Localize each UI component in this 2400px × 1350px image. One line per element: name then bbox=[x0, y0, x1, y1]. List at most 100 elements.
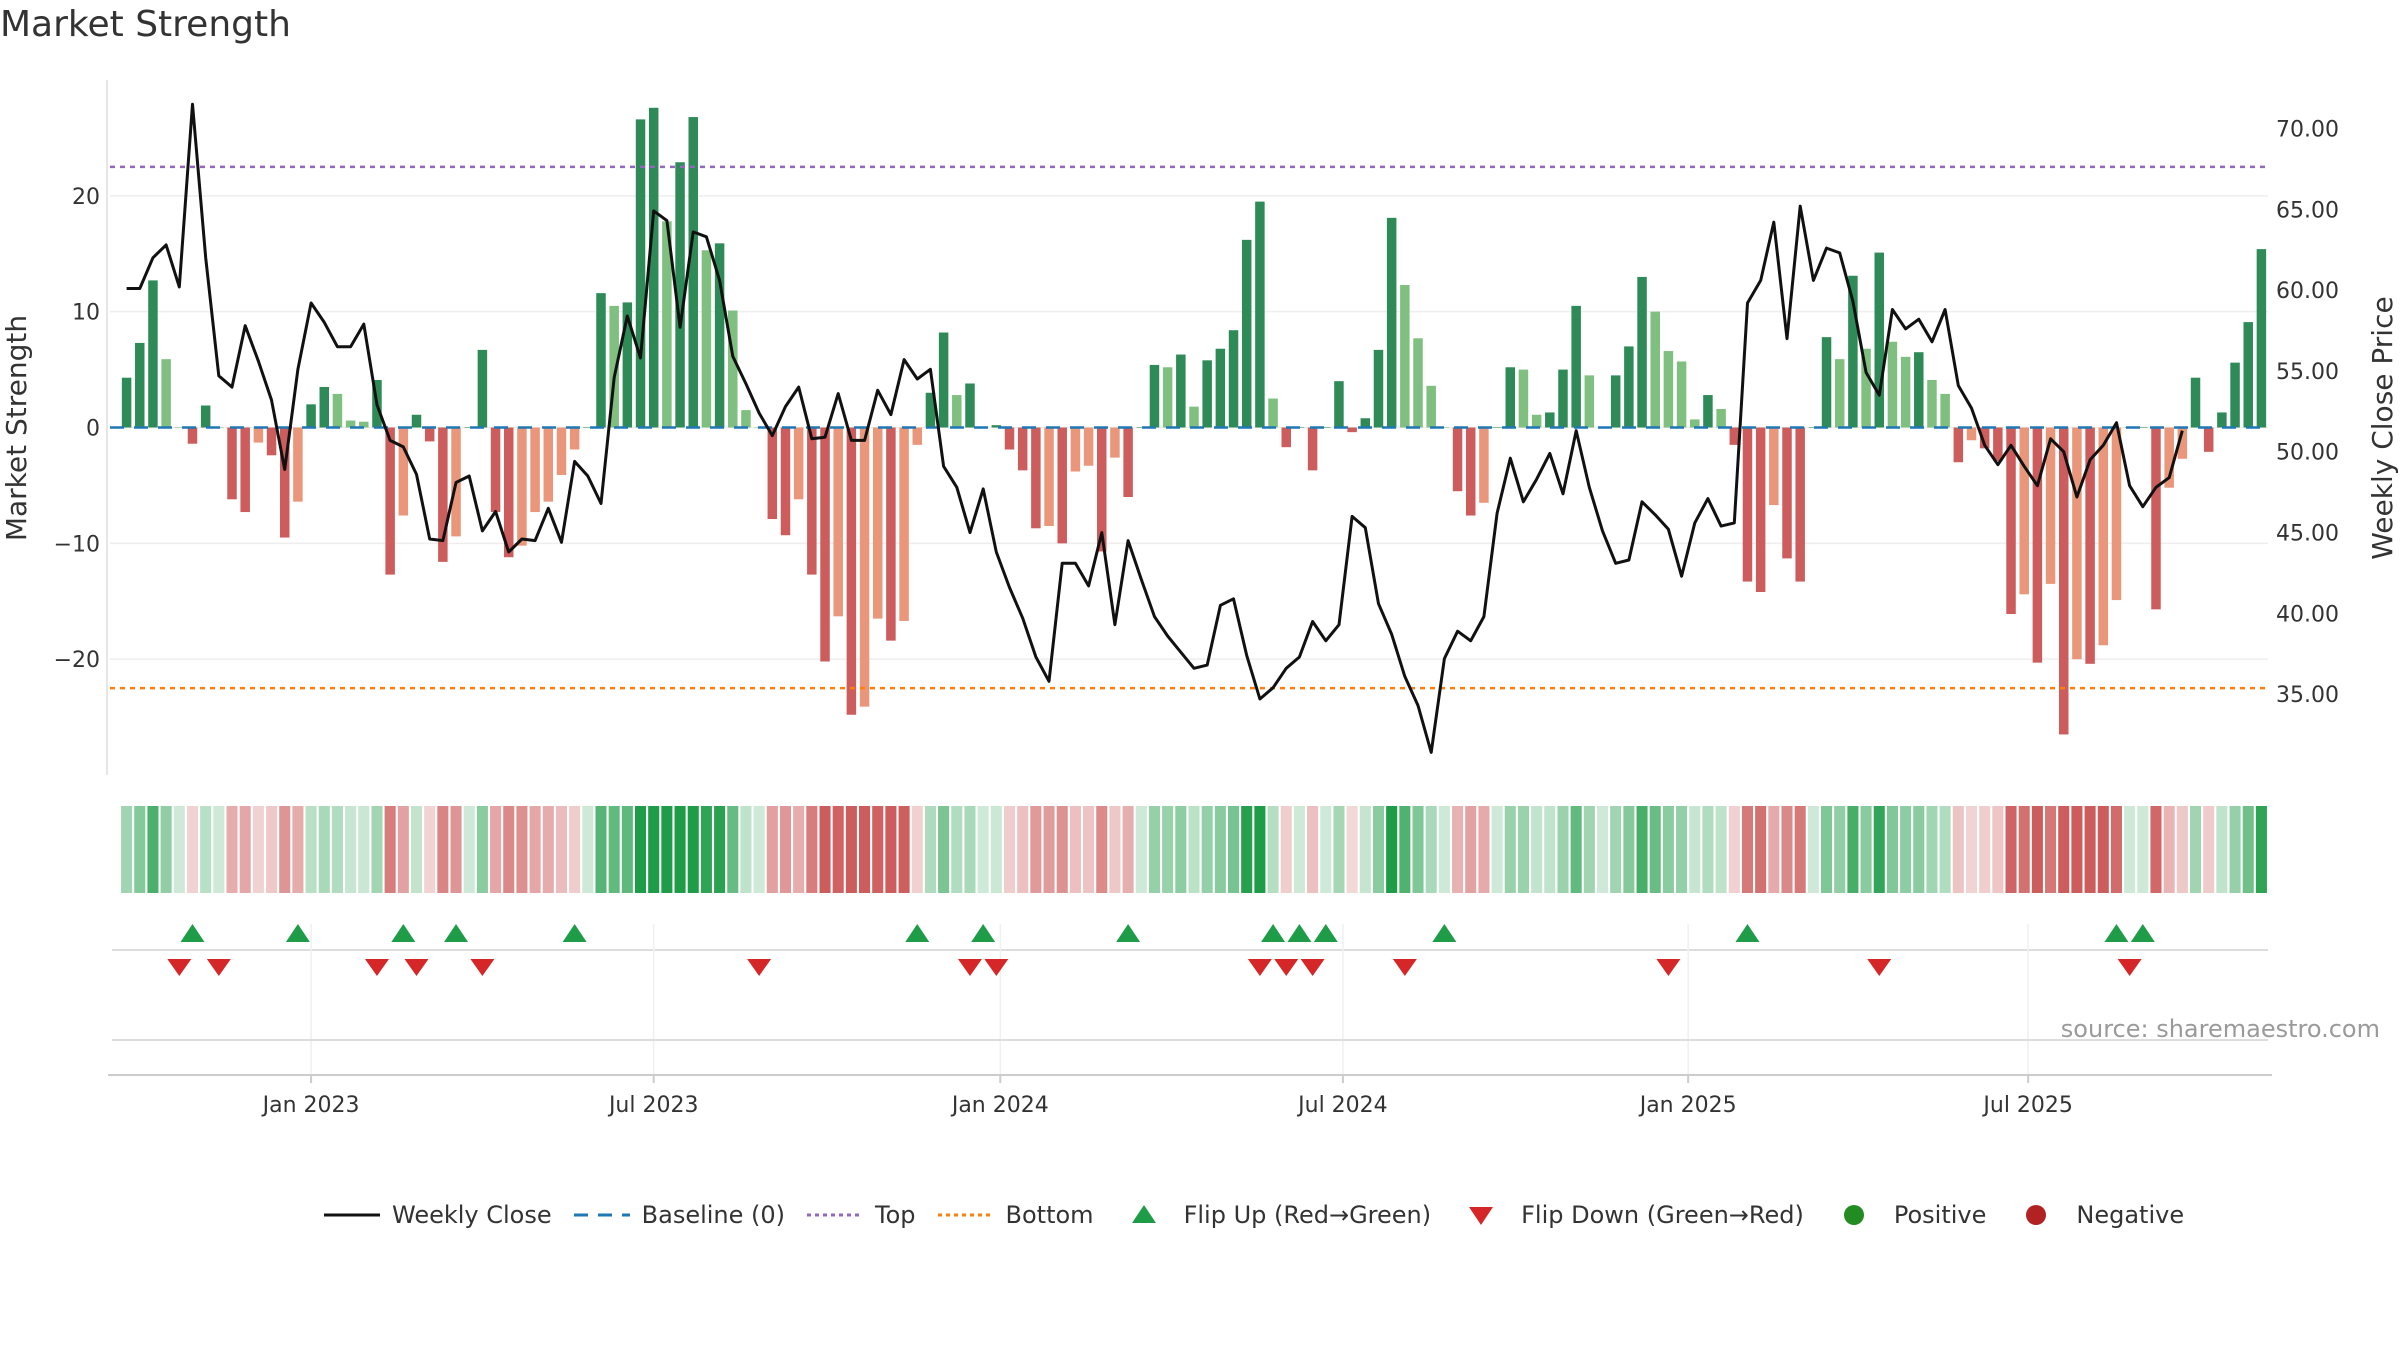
flip-down-marker bbox=[1247, 959, 1272, 976]
strength-bar bbox=[1637, 276, 1647, 428]
heat-cell bbox=[1926, 806, 1938, 893]
heat-cell bbox=[793, 806, 805, 893]
strength-bar bbox=[899, 427, 909, 621]
strength-bar bbox=[1347, 427, 1357, 433]
strength-bar bbox=[490, 427, 501, 513]
strength-bar bbox=[991, 425, 1002, 428]
strength-bar bbox=[1808, 427, 1819, 428]
legend-item-flip-up[interactable]: Flip Up (Red→Green) bbox=[1114, 1200, 1431, 1230]
strength-bar bbox=[1703, 395, 1713, 428]
strength-bar bbox=[1650, 311, 1660, 428]
heat-cell bbox=[292, 806, 304, 893]
heat-cell bbox=[779, 806, 792, 893]
heat-cell bbox=[345, 806, 357, 893]
strength-bar bbox=[1505, 367, 1516, 428]
strength-bar bbox=[135, 342, 145, 428]
heat-cell bbox=[1860, 806, 1872, 893]
strength-bar bbox=[398, 427, 409, 516]
y2-tick-label: 70.00 bbox=[2276, 117, 2339, 142]
strength-bar bbox=[1097, 427, 1107, 552]
heat-cell bbox=[2176, 806, 2188, 893]
strength-bar bbox=[583, 427, 593, 428]
strength-bar bbox=[1176, 354, 1186, 428]
strength-bar bbox=[952, 395, 962, 428]
heat-cell bbox=[1689, 806, 1701, 893]
heat-cell bbox=[1939, 806, 1951, 893]
legend-item-negative[interactable]: Negative bbox=[2006, 1200, 2184, 1230]
strength-bar bbox=[2151, 427, 2161, 610]
flip-up-marker bbox=[285, 924, 310, 942]
heat-cell bbox=[555, 806, 567, 893]
flip-up-marker bbox=[2104, 924, 2129, 942]
heat-cell bbox=[2137, 806, 2149, 893]
heat-cell bbox=[424, 806, 436, 893]
heat-cell bbox=[595, 806, 607, 893]
heat-cell bbox=[1636, 806, 1648, 893]
heat-cell bbox=[463, 806, 475, 893]
strength-bar bbox=[1268, 398, 1278, 428]
legend-label-negative: Negative bbox=[2076, 1201, 2185, 1229]
heat-cell bbox=[1293, 806, 1305, 893]
heat-cell bbox=[1188, 806, 1200, 893]
strength-bar bbox=[648, 107, 659, 428]
strength-bar bbox=[1624, 346, 1634, 428]
flip-up-marker bbox=[180, 924, 205, 942]
y2-tick-label: 50.00 bbox=[2276, 441, 2339, 466]
strength-bar bbox=[332, 393, 343, 428]
strength-bar bbox=[1070, 427, 1081, 472]
strength-bar bbox=[1716, 408, 1726, 428]
heat-cell bbox=[661, 806, 673, 893]
legend-item-flip-down[interactable]: Flip Down (Green→Red) bbox=[1451, 1200, 1804, 1230]
y2-tick-label: 65.00 bbox=[2276, 198, 2339, 223]
strength-bar bbox=[2058, 427, 2069, 735]
flip-up-marker bbox=[2130, 924, 2155, 942]
heat-cell bbox=[1425, 806, 1437, 893]
legend-item-top[interactable]: Top bbox=[805, 1200, 916, 1230]
heat-cell bbox=[200, 806, 212, 893]
heat-cell bbox=[621, 806, 633, 893]
strength-bar bbox=[1321, 427, 1331, 428]
heat-cell bbox=[318, 806, 330, 893]
heat-cell bbox=[2018, 806, 2030, 893]
legend-item-baseline[interactable]: Baseline (0) bbox=[572, 1200, 785, 1230]
strength-bar bbox=[504, 427, 514, 558]
strength-bar bbox=[266, 427, 277, 456]
strength-bar bbox=[1057, 427, 1067, 544]
strength-bar bbox=[728, 310, 738, 428]
strength-bar bbox=[1479, 427, 1489, 503]
strength-bar bbox=[2032, 427, 2043, 663]
x-tick-label: Jul 2023 bbox=[607, 1093, 699, 1118]
weekly-close-line bbox=[126, 102, 2184, 754]
heat-cell bbox=[924, 806, 936, 893]
heat-cell bbox=[2071, 806, 2083, 893]
strength-bar bbox=[1663, 351, 1674, 428]
strength-bar bbox=[306, 404, 316, 428]
legend-item-weekly-close[interactable]: Weekly Close bbox=[322, 1200, 552, 1230]
strength-bar bbox=[1228, 330, 1239, 428]
y-tick-label: −20 bbox=[54, 648, 100, 673]
strength-bar bbox=[1518, 369, 1529, 428]
heat-cell bbox=[1623, 806, 1635, 893]
heat-cell bbox=[1465, 806, 1477, 893]
y-tick-label: 20 bbox=[72, 185, 100, 210]
legend-label-flip-down: Flip Down (Green→Red) bbox=[1521, 1201, 1804, 1229]
strength-bar bbox=[1083, 427, 1094, 466]
strength-bar bbox=[1782, 427, 1792, 559]
strength-bar bbox=[1769, 427, 1779, 506]
strength-bar bbox=[2177, 427, 2188, 459]
heat-cell bbox=[173, 806, 185, 893]
heat-cell bbox=[1320, 806, 1332, 893]
strength-bar bbox=[279, 427, 290, 538]
legend-item-bottom[interactable]: Bottom bbox=[936, 1200, 1094, 1230]
chart-title: Market Strength bbox=[0, 4, 291, 45]
heat-cell bbox=[1122, 806, 1134, 893]
heat-cell bbox=[1478, 806, 1490, 893]
strength-bar bbox=[1162, 367, 1173, 428]
heat-cell bbox=[226, 806, 238, 893]
heat-cell bbox=[872, 806, 884, 893]
heat-cell bbox=[634, 806, 647, 893]
heat-cell bbox=[990, 806, 1002, 893]
strength-bar bbox=[1610, 375, 1621, 428]
heat-cell bbox=[2084, 806, 2096, 893]
legend-item-positive[interactable]: Positive bbox=[1824, 1200, 1986, 1230]
